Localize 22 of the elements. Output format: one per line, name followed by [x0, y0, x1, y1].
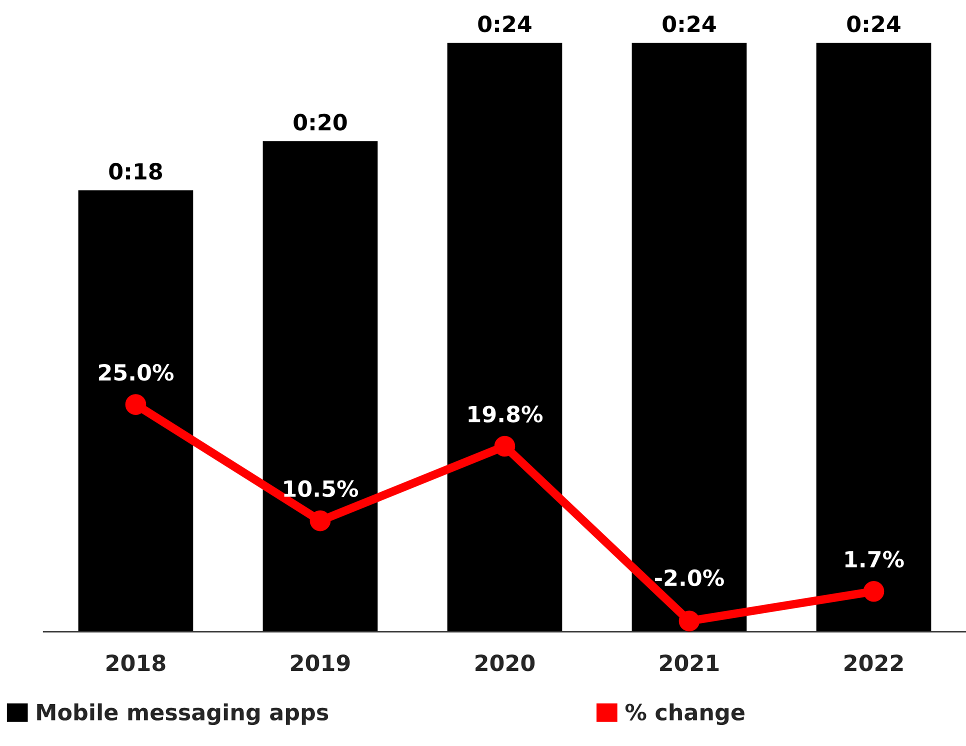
data-label: 0:20 — [294, 114, 347, 131]
point — [863, 580, 884, 602]
data-label: -2.0% — [655, 569, 724, 586]
point — [310, 510, 331, 532]
data-label: 0:24 — [847, 15, 900, 32]
x-tick-label: 2018 — [106, 654, 166, 672]
data-label: 1.7% — [845, 550, 904, 568]
x-tick-label: 2019 — [291, 654, 350, 672]
data-label: 25.0% — [98, 364, 174, 381]
data-label: 0:18 — [109, 162, 162, 180]
x-tick-label: 2022 — [844, 654, 903, 672]
legend-label: Mobile messaging apps — [37, 703, 328, 726]
legend-label: % change — [625, 703, 744, 726]
point — [494, 436, 516, 457]
x-tick-label: 2021 — [660, 654, 719, 672]
x-tick-label: 2020 — [476, 654, 535, 672]
data-label: 19.8% — [468, 406, 543, 422]
data-label: 10.5% — [284, 480, 358, 498]
data-label: 0:24 — [662, 15, 716, 32]
data-label: 0:24 — [478, 15, 532, 32]
point — [678, 610, 700, 632]
point — [125, 394, 146, 415]
